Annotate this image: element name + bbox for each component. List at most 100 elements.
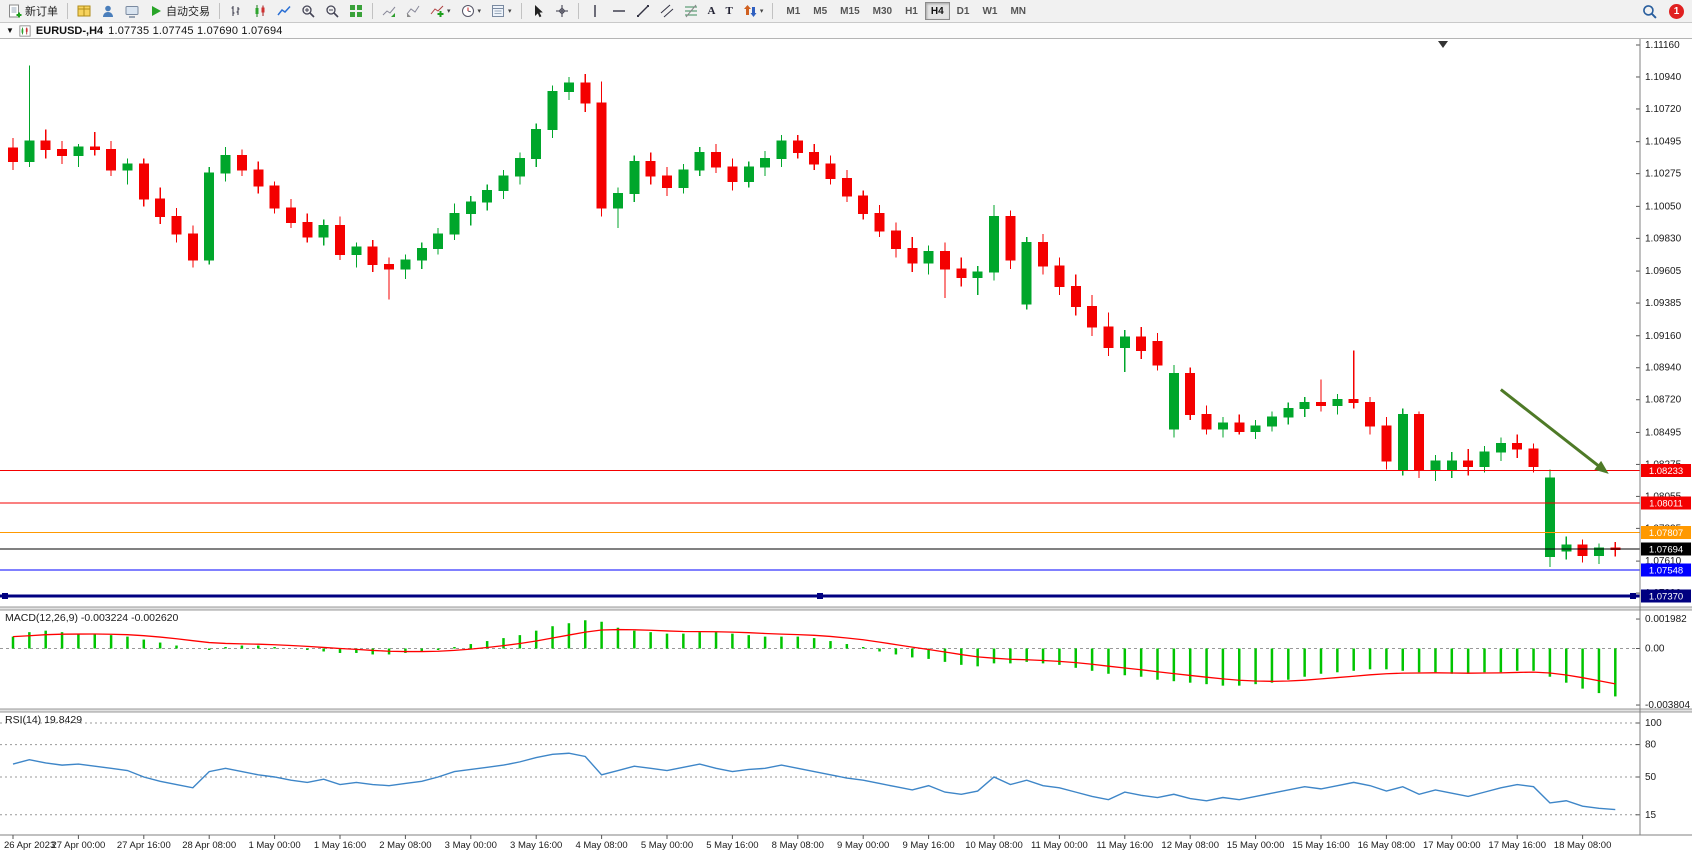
auto-trading-button[interactable]: 自动交易 [145, 1, 214, 21]
time-axis-label: 3 May 00:00 [445, 840, 497, 851]
line-chart-icon [277, 5, 291, 16]
time-axis-label: 5 May 16:00 [706, 840, 758, 851]
price-chart-canvas[interactable]: 1.11160 1.10940 1.10720 1.10495 1.10275 1.100… [0, 39, 1692, 855]
line-selection-handle[interactable] [2, 592, 8, 599]
ohlc-bars-button[interactable] [225, 1, 247, 21]
timeframe-m1-button[interactable]: M1 [780, 2, 806, 20]
panel-separator[interactable] [0, 709, 1692, 712]
line-selection-handle[interactable] [817, 592, 823, 599]
price-tag [1641, 542, 1691, 556]
time-axis-label: 1 May 16:00 [314, 840, 366, 851]
price-tag-label: 1.07694 [1649, 544, 1683, 555]
indicators-button[interactable]: ▾ [426, 1, 455, 21]
new-order-button[interactable]: 新订单 [4, 1, 62, 21]
price-tag [1641, 563, 1691, 577]
zoom-out-button[interactable] [321, 1, 343, 21]
timeframe-w1-button[interactable]: W1 [976, 2, 1003, 20]
dropdown-caret-icon: ▾ [447, 7, 451, 15]
timeframe-m5-button[interactable]: M5 [807, 2, 833, 20]
horizontal-line-button[interactable] [608, 1, 630, 21]
trend-arrow[interactable] [1499, 388, 1602, 469]
time-axis-label: 1 May 00:00 [248, 840, 300, 851]
vertical-line-button[interactable] [584, 1, 606, 21]
templates-button[interactable]: ▾ [487, 1, 516, 21]
timeframe-mn-button[interactable]: MN [1004, 2, 1032, 20]
macd-axis-label: 0.001982 [1645, 614, 1687, 625]
chart-shift-marker[interactable] [1438, 41, 1448, 48]
price-tags: 1.08233 1.08011 1.07807 1.07694 1.07548 1.073… [1641, 464, 1691, 603]
price-axis-label: 1.10720 [1645, 104, 1682, 115]
template-icon [492, 5, 505, 17]
price-tag-label: 1.08011 [1649, 498, 1683, 509]
timeframe-h1-button[interactable]: H1 [899, 2, 924, 20]
terminal-button[interactable] [121, 1, 143, 21]
timeframe-h4-button[interactable]: H4 [924, 2, 950, 20]
timeframe-m15-button[interactable]: M15 [834, 2, 865, 20]
tile-windows-button[interactable] [345, 1, 367, 21]
arrows-tool-icon [743, 5, 757, 17]
time-axis-label: 12 May 08:00 [1161, 840, 1219, 851]
price-axis-label: 1.09605 [1645, 266, 1682, 277]
navigator-button[interactable] [97, 1, 119, 21]
channel-button[interactable] [656, 1, 678, 21]
window-menu-icon[interactable]: ▼ [6, 25, 14, 35]
time-axis-label: 27 Apr 16:00 [117, 840, 171, 851]
candlestick-chart-button[interactable] [249, 1, 271, 21]
rsi-label: RSI(14) 19.8429 [5, 714, 82, 726]
chart-area[interactable]: 1.11160 1.10940 1.10720 1.10495 1.10275 1.100… [0, 39, 1692, 855]
timeframe-d1-button[interactable]: D1 [951, 2, 976, 20]
price-axis-label: 1.11160 [1645, 40, 1680, 51]
timeframe-group: M1 M5 M15 M30 H1 H4 D1 W1 MN [780, 2, 1032, 20]
dropdown-caret-icon: ▾ [477, 7, 482, 15]
chart-ohlc-values: 1.07735 1.07745 1.07690 1.07694 [108, 24, 283, 37]
fibonacci-button[interactable] [680, 1, 702, 21]
auto-scroll-icon [382, 6, 396, 17]
toolbar-separator [219, 3, 220, 19]
search-button[interactable] [1638, 1, 1661, 21]
tile-windows-icon [350, 5, 362, 17]
zoom-in-button[interactable] [297, 1, 319, 21]
price-tag-label: 1.07370 [1649, 591, 1683, 602]
rsi-axis-label: 15 [1645, 810, 1657, 821]
trend-arrow-head[interactable] [1594, 460, 1609, 474]
price-axis-label: 1.07610 [1645, 556, 1682, 567]
label-tool-button[interactable]: T [722, 1, 737, 21]
auto-trading-label: 自动交易 [166, 6, 210, 18]
horizontal-line-objects [0, 470, 1640, 599]
macd-axis-label: 0.00 [1645, 644, 1665, 655]
time-axis-label: 26 Apr 2023 [4, 840, 55, 851]
crosshair-button[interactable] [551, 1, 573, 21]
text-tool-button[interactable]: A [704, 1, 720, 21]
cursor-button[interactable] [527, 1, 549, 21]
chart-window-icon [19, 24, 31, 37]
panel-separator[interactable] [0, 607, 1692, 610]
macd-label: MACD(12,26,9) -0.003224 -0.002620 [5, 612, 179, 624]
price-tag-label: 1.07807 [1649, 528, 1683, 539]
indicators-icon [430, 5, 444, 17]
line-selection-handle[interactable] [1630, 592, 1636, 599]
price-tag [1641, 496, 1691, 510]
rsi-line [12, 752, 1616, 811]
chart-shift-button[interactable] [402, 1, 424, 21]
line-chart-button[interactable] [273, 1, 295, 21]
rsi-axis-label: 100 [1645, 718, 1662, 729]
trendline-button[interactable] [632, 1, 654, 21]
notification-badge[interactable]: 1 [1669, 3, 1684, 19]
macd-signal-line [12, 628, 1616, 685]
arrows-tool-button[interactable]: ▾ [739, 1, 768, 21]
auto-scroll-button[interactable] [378, 1, 400, 21]
timeframe-m30-button[interactable]: M30 [867, 2, 898, 20]
price-tag [1641, 464, 1691, 478]
price-tag-label: 1.07548 [1649, 566, 1683, 577]
time-axis-label: 18 May 08:00 [1554, 840, 1612, 851]
navigator-person-icon [103, 5, 113, 17]
channel-icon [660, 4, 673, 18]
zoom-out-icon [326, 5, 339, 18]
market-watch-button[interactable] [73, 1, 95, 21]
time-axis-label: 3 May 16:00 [510, 840, 562, 851]
price-axis-label: 1.08495 [1645, 427, 1682, 438]
price-axis-label: 1.09830 [1645, 233, 1682, 244]
periods-button[interactable]: ▾ [457, 1, 486, 21]
price-axis-label: 1.08720 [1645, 395, 1682, 406]
